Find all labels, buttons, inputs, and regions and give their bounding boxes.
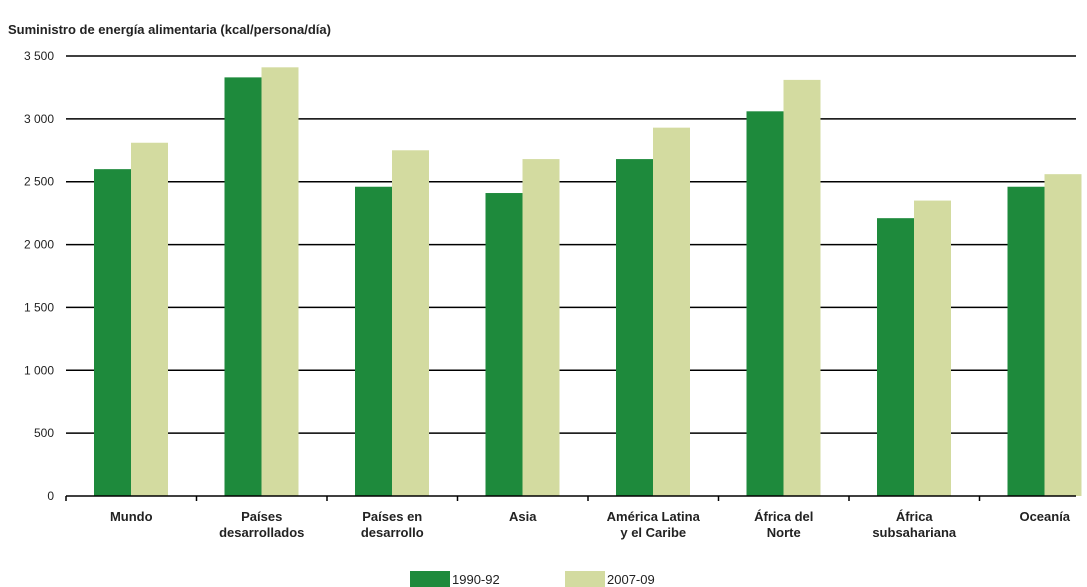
x-tick-label: y el Caribe: [620, 525, 686, 540]
x-tick-label: desarrollo: [361, 525, 424, 540]
bar: [522, 159, 560, 497]
x-tick-label: África: [896, 509, 934, 524]
bar: [355, 186, 392, 496]
legend-swatch: [565, 571, 605, 587]
bar: [653, 127, 690, 497]
y-tick-label: 0: [47, 489, 54, 503]
x-tick-label: Asia: [509, 509, 537, 524]
bar: [261, 67, 299, 497]
bar: [392, 150, 429, 497]
bar: [1044, 174, 1082, 496]
legend-label: 1990-92: [452, 572, 500, 587]
x-tick-label: desarrollados: [219, 525, 304, 540]
bar: [224, 77, 262, 496]
bar: [746, 111, 784, 497]
x-tick-label: África del: [754, 509, 813, 524]
x-tick-label: subsahariana: [872, 525, 957, 540]
x-tick-label: Países en: [362, 509, 422, 524]
y-tick-label: 3 500: [24, 49, 54, 63]
bar: [1007, 186, 1045, 496]
bars: [94, 67, 1082, 497]
bar: [485, 193, 523, 496]
y-tick-label: 2 500: [24, 175, 54, 189]
x-tick-label: Norte: [767, 525, 801, 540]
y-tick-label: 1 000: [24, 363, 54, 377]
axes: 0 500 1 000 1 500 2 000 2 500 3 000 3 500 Mundo P…: [24, 49, 1076, 540]
bar: [94, 169, 131, 496]
legend-swatch: [410, 571, 450, 587]
bar: [783, 79, 821, 496]
x-tick-label: Oceanía: [1019, 509, 1070, 524]
bar: [877, 218, 914, 496]
bar: [914, 200, 951, 497]
legend: 1990-92 2007-09: [410, 571, 655, 587]
chart-title: Suministro de energía alimentaria (kcal/…: [8, 22, 331, 37]
x-tick-label: Mundo: [110, 509, 153, 524]
x-tick-label: América Latina: [607, 509, 701, 524]
legend-label: 2007-09: [607, 572, 655, 587]
x-tick-label: Países: [241, 509, 282, 524]
y-tick-label: 1 500: [24, 300, 54, 314]
y-tick-label: 2 000: [24, 238, 54, 252]
y-tick-label: 3 000: [24, 112, 54, 126]
bar: [131, 142, 168, 496]
y-tick-label: 500: [34, 426, 54, 440]
bar: [616, 159, 653, 497]
